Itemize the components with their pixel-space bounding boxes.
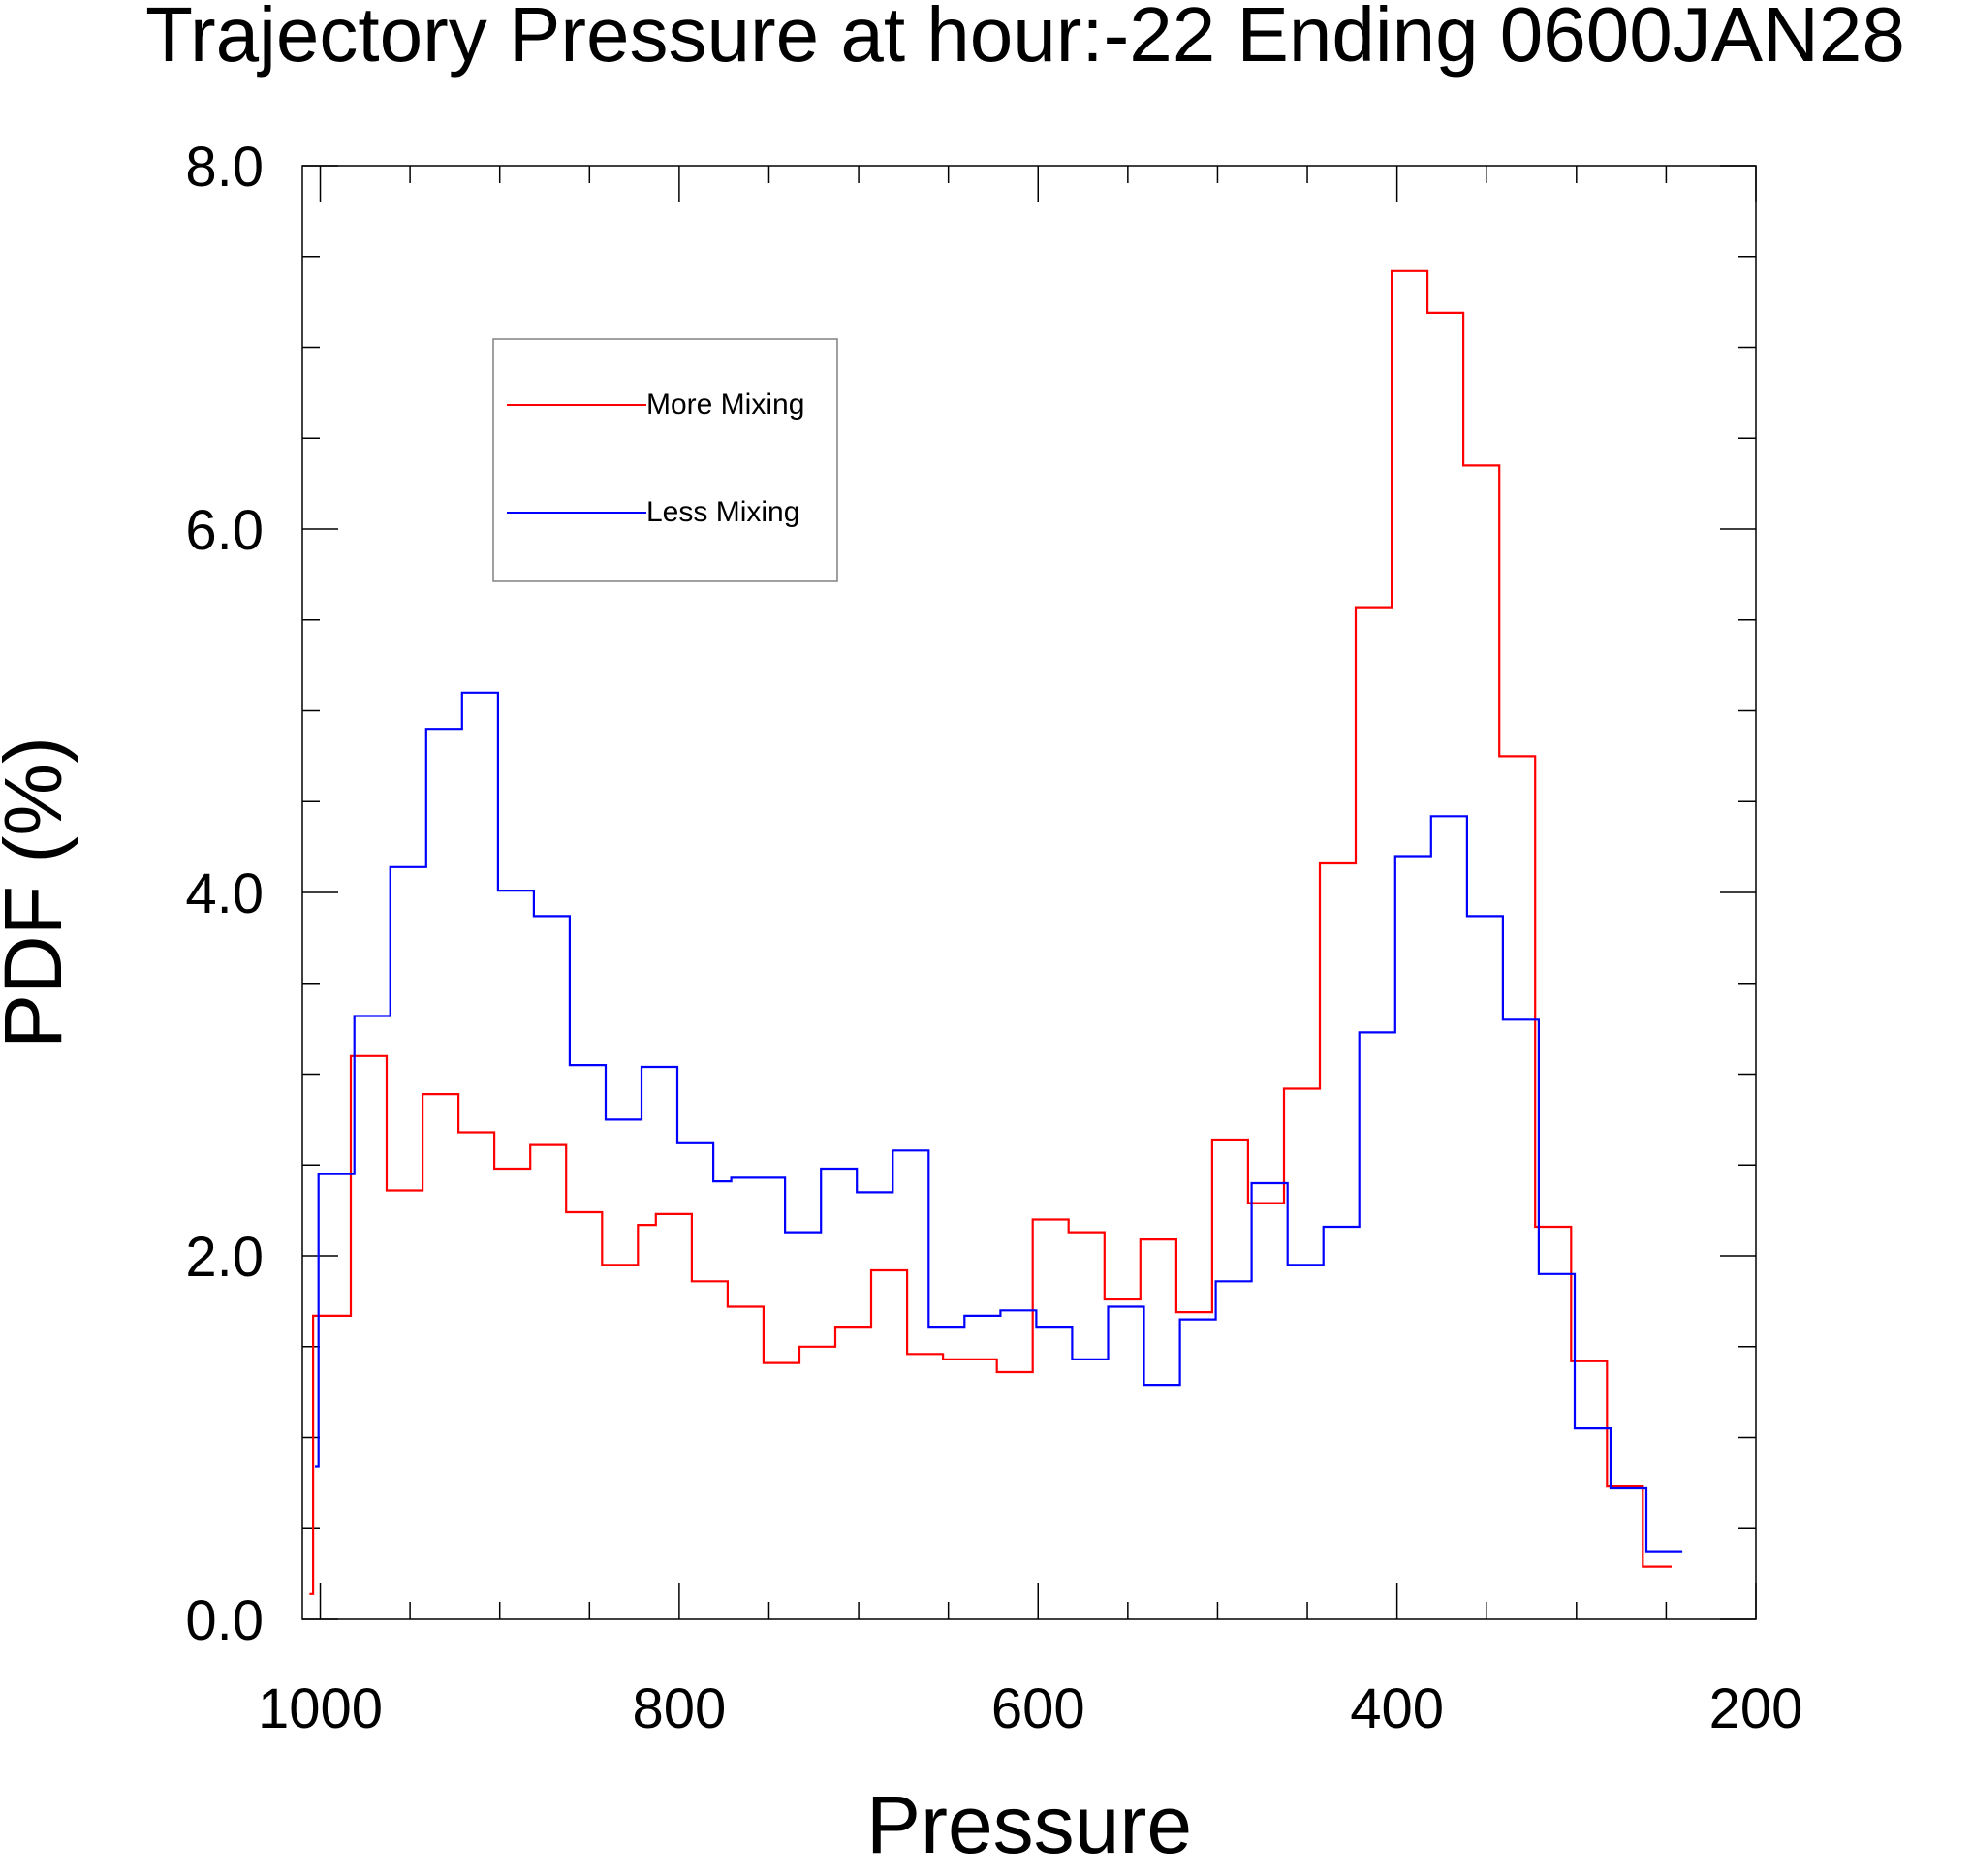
x-axis-title: Pressure — [866, 1779, 1192, 1870]
legend: More Mixing Less Mixing — [492, 338, 838, 582]
series-line — [309, 269, 1672, 1595]
y-tick-label: 2.0 — [185, 1226, 264, 1289]
y-tick-label: 4.0 — [185, 862, 264, 925]
legend-box — [492, 338, 838, 582]
x-tick-label: 1000 — [258, 1677, 383, 1740]
legend-label-more-mixing: More Mixing — [646, 389, 804, 421]
x-tick-label: 800 — [632, 1677, 726, 1740]
x-tick-label: 400 — [1350, 1677, 1444, 1740]
x-tick-label: 200 — [1709, 1677, 1803, 1740]
series-more-mixing — [309, 269, 1672, 1595]
y-tick-label: 0.0 — [185, 1589, 264, 1652]
legend-label-less-mixing: Less Mixing — [646, 496, 799, 528]
y-axis-title: PDF (%) — [0, 736, 78, 1048]
y-tick-label: 8.0 — [185, 136, 264, 199]
x-tick-label: 600 — [991, 1677, 1085, 1740]
series-line — [315, 691, 1683, 1553]
axis-tick-labels: 1000 800 600 400 200 0.0 2.0 4.0 6.0 8.0 — [185, 136, 1802, 1740]
chart-title: Trajectory Pressure at hour:-22 Ending 0… — [145, 0, 1905, 78]
data-series — [309, 269, 1683, 1595]
y-tick-label: 6.0 — [185, 499, 264, 562]
axis-ticks — [302, 165, 1757, 1620]
series-less-mixing — [315, 691, 1683, 1553]
